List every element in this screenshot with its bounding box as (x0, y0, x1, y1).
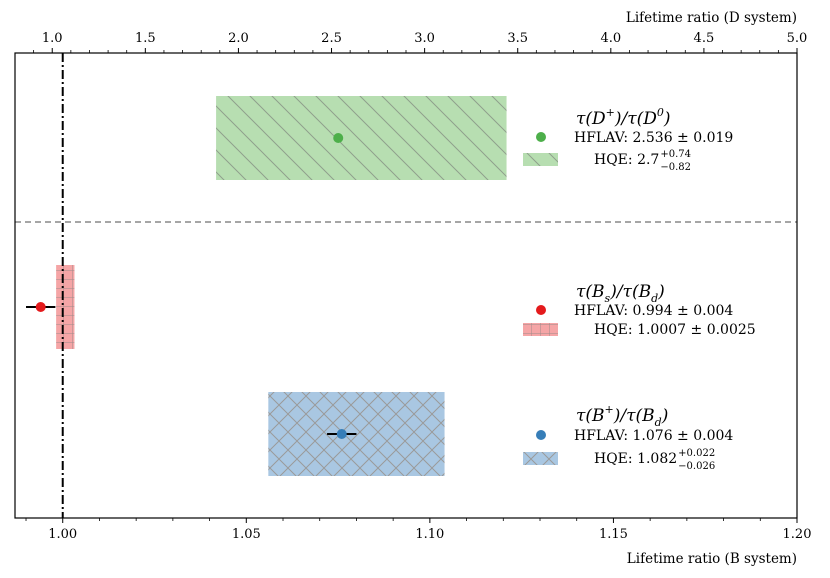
legend-title-part: )/τ(B (609, 282, 651, 302)
bottom-tick-label: 1.10 (415, 527, 444, 542)
legend-title-part: τ(D (576, 109, 606, 129)
legend-hqe-label-D: HQE: 2.7 (594, 152, 659, 168)
legend-hflav-marker-D (536, 132, 546, 142)
legend-hqe-err-up-Bplus: +0.022 (678, 448, 715, 459)
top-tick-label: 3.0 (414, 31, 435, 46)
top-tick-label: 1.0 (42, 31, 63, 46)
legend-hflav-label-Bs: HFLAV: 0.994 ± 0.004 (574, 303, 733, 319)
legend-title-part: )/τ(B (613, 406, 655, 426)
legend-hflav-label-Bplus: HFLAV: 1.076 ± 0.004 (574, 428, 733, 444)
legend-title-sup: + (606, 106, 615, 119)
top-axis-title: Lifetime ratio (D system) (626, 10, 797, 26)
legend-hflav-value: 0.994 ± 0.004 (633, 303, 734, 319)
legend-hqe-value: 1.0007 ± 0.0025 (637, 322, 756, 338)
legend-hqe-swatch-hatch-D (523, 153, 558, 166)
top-tick-label: 4.5 (694, 31, 715, 46)
legend-hqe-label-Bs: HQE: 1.0007 ± 0.0025 (594, 322, 756, 338)
hflav-point-Bplus (336, 429, 347, 439)
legend-title-sub: d (651, 292, 658, 305)
legend-title-part: ) (657, 282, 665, 302)
top-tick-label: 5.0 (787, 31, 808, 46)
legend-title-sup: 0 (657, 106, 664, 119)
legend-title-sub: d (655, 416, 662, 429)
bottom-tick-label: 1.05 (232, 527, 261, 542)
bottom-tick-label: 1.20 (783, 527, 812, 542)
legend-hqe-prefix: HQE: (594, 451, 637, 467)
legend-title-part: ) (661, 406, 669, 426)
legend-hqe-prefix: HQE: (594, 322, 637, 338)
hflav-point-D (333, 133, 344, 143)
legend-title-D: τ(D+)/τ(D0) (576, 106, 671, 129)
legend-hflav-prefix: HFLAV: (574, 303, 633, 319)
top-tick-label: 2.5 (321, 31, 342, 46)
legend-hqe-err-up-D: +0.74 (660, 149, 691, 160)
legend-title-part: τ(B (576, 282, 605, 302)
legend-title-part: τ(B (576, 406, 605, 426)
hqe-band-hatch-D (216, 96, 507, 180)
legend-hflav-value: 1.076 ± 0.004 (633, 428, 734, 444)
hflav-points (26, 133, 357, 439)
legend-hqe-value: 2.7 (637, 152, 659, 168)
legend-hqe-swatch-hatch-Bs (523, 323, 558, 336)
legend-title-part: ) (663, 109, 671, 129)
hqe-bands (56, 96, 507, 476)
legend-hflav-prefix: HFLAV: (574, 130, 633, 146)
hqe-band-hatch-Bs (56, 265, 75, 349)
legend-title-sub: s (605, 292, 611, 305)
legend-title-sup: + (605, 403, 614, 416)
top-tick-label: 4.0 (600, 31, 621, 46)
hflav-point-Bs (35, 302, 46, 312)
legend-hflav-value: 2.536 ± 0.019 (633, 130, 734, 146)
legend-hqe-label-Bplus: HQE: 1.082 (594, 451, 677, 467)
legend-title-part: )/τ(D (614, 109, 657, 129)
legend-title-Bplus: τ(B+)/τ(Bd) (576, 403, 668, 429)
legend-hflav-marker-Bs (536, 305, 546, 315)
legend-title-Bs: τ(Bs)/τ(Bd) (576, 282, 665, 305)
legend-hqe-err-down-Bplus: −0.026 (678, 461, 715, 472)
legend-hqe-prefix: HQE: (594, 152, 637, 168)
top-tick-label: 3.5 (507, 31, 528, 46)
legend-hqe-err-down-D: −0.82 (660, 162, 691, 173)
legend-hqe-swatch-hatch-Bplus (523, 452, 558, 465)
legend-hflav-marker-Bplus (536, 430, 546, 440)
hqe-band-hatch-Bplus (268, 392, 445, 476)
top-tick-label: 2.0 (228, 31, 249, 46)
top-tick-label: 1.5 (135, 31, 156, 46)
bottom-tick-label: 1.15 (599, 527, 628, 542)
legend-hflav-prefix: HFLAV: (574, 428, 633, 444)
legend-hqe-value: 1.082 (637, 451, 677, 467)
legend-hflav-label-D: HFLAV: 2.536 ± 0.019 (574, 130, 733, 146)
bottom-axis-title: Lifetime ratio (B system) (627, 551, 797, 567)
bottom-tick-label: 1.00 (48, 527, 77, 542)
